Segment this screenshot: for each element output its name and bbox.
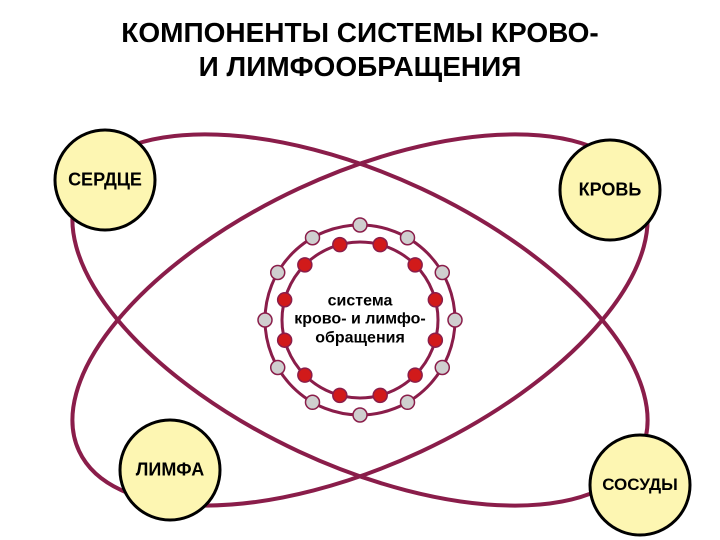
ring-dot (353, 218, 367, 232)
ring-dot (278, 333, 292, 347)
ring-dot (428, 333, 442, 347)
ring-dot (428, 293, 442, 307)
ring-dot (271, 266, 285, 280)
node-heart (55, 130, 155, 230)
ring-dot (373, 388, 387, 402)
ring-dot (408, 258, 422, 272)
ring-dot (435, 266, 449, 280)
ring-dot (373, 238, 387, 252)
ring-dot (333, 388, 347, 402)
ring-dot (278, 293, 292, 307)
ring-dot (258, 313, 272, 327)
node-lymph (120, 420, 220, 520)
ring-dot (271, 361, 285, 375)
ring-dot (298, 258, 312, 272)
ring-dot (306, 231, 320, 245)
ring-dot (408, 368, 422, 382)
ring-dot (306, 395, 320, 409)
node-vessels (590, 435, 690, 535)
diagram-svg (0, 0, 720, 540)
ring-dot (333, 238, 347, 252)
ring-dot (353, 408, 367, 422)
ring-dot (435, 361, 449, 375)
ring-dot (401, 395, 415, 409)
node-blood (560, 140, 660, 240)
ring-dot (401, 231, 415, 245)
ring-dot (298, 368, 312, 382)
ring-dot (448, 313, 462, 327)
